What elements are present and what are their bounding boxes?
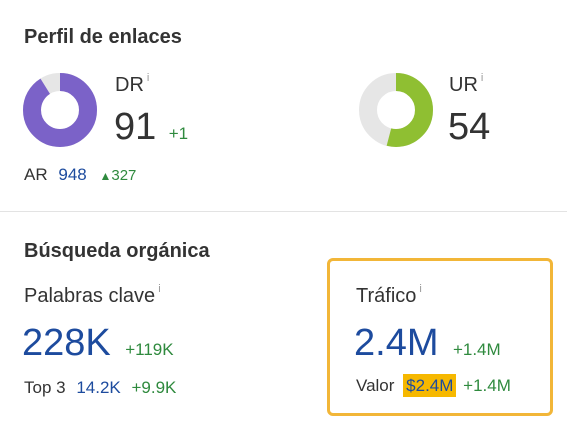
traffic-highlight-card — [327, 258, 553, 416]
dr-ring-fill — [23, 73, 97, 147]
dr-label: DR — [115, 74, 144, 96]
backlink-profile-title: Perfil de enlaces — [24, 26, 182, 48]
dr-delta: +1 — [168, 124, 189, 143]
ar-row: AR 948 ▲327 — [24, 165, 136, 185]
ar-value[interactable]: 948 — [58, 165, 87, 184]
traffic-value-row: 2.4M +1.4M — [354, 322, 501, 365]
traffic-value[interactable]: 2.4M — [354, 322, 439, 364]
top3-label: Top 3 — [24, 378, 66, 397]
dr-info-icon[interactable]: i — [146, 72, 150, 84]
keywords-label: Palabras clave — [24, 285, 156, 307]
keywords-value-row: 228K +119K — [22, 322, 174, 365]
section-divider — [0, 211, 567, 212]
top3-delta: +9.9K — [131, 378, 177, 397]
traffic-info-icon[interactable]: i — [419, 283, 422, 295]
ur-label-wrap: UR i — [449, 72, 484, 97]
ar-label: AR — [24, 165, 48, 184]
valor-delta: +1.4M — [463, 376, 511, 395]
traffic-label-wrap: Tráfico i — [356, 283, 422, 308]
dr-value: 91 — [114, 106, 157, 148]
ur-ring-fill — [359, 73, 433, 147]
ur-label: UR — [449, 74, 478, 96]
top3-row: Top 3 14.2K +9.9K — [24, 378, 176, 398]
traffic-value-usd-row: Valor $2.4M +1.4M — [356, 374, 511, 397]
ur-donut-chart — [359, 73, 433, 147]
ar-delta: 327 — [111, 167, 137, 184]
keywords-delta: +119K — [125, 340, 174, 359]
top3-value[interactable]: 14.2K — [76, 378, 121, 397]
ur-info-icon[interactable]: i — [480, 72, 484, 84]
valor-value[interactable]: $2.4M — [403, 374, 457, 397]
up-arrow-icon: ▲ — [99, 169, 112, 183]
dr-donut-chart — [23, 73, 97, 147]
keywords-info-icon[interactable]: i — [158, 283, 161, 295]
keywords-value[interactable]: 228K — [22, 322, 111, 364]
dr-value-row: 91 +1 — [114, 106, 188, 149]
traffic-label: Tráfico — [356, 285, 417, 307]
ur-value: 54 — [448, 106, 491, 148]
traffic-delta: +1.4M — [452, 340, 501, 359]
organic-search-title: Búsqueda orgánica — [24, 240, 210, 262]
valor-label: Valor — [356, 376, 395, 395]
keywords-label-wrap: Palabras clave i — [24, 283, 161, 308]
dr-label-wrap: DR i — [115, 72, 150, 97]
